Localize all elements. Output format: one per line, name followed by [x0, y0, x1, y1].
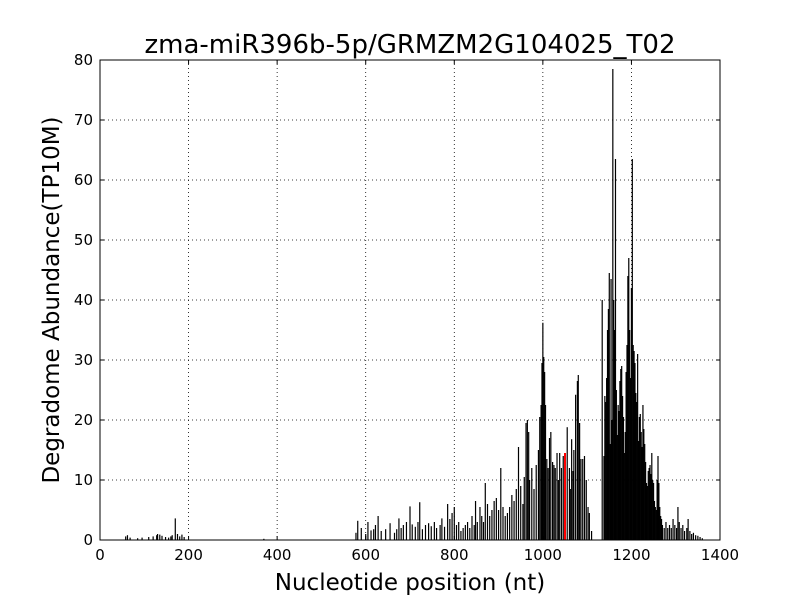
x-axis-label: Nucleotide position (nt) [275, 570, 545, 596]
x-tick-label: 200 [174, 546, 203, 564]
y-tick-label: 30 [74, 351, 93, 369]
y-tick-label: 40 [74, 291, 93, 309]
x-tick-label: 800 [440, 546, 469, 564]
data-bars [125, 69, 703, 540]
x-tick-label: 600 [351, 546, 380, 564]
y-tick-label: 70 [74, 111, 93, 129]
y-tick-label: 10 [74, 471, 93, 489]
y-axis-label: Degradome Abundance(TP10M) [39, 116, 65, 483]
tick-marks: 0 200 400 600 800 1000 1200 1400 0 10 20 30 40 50 60 70… [74, 51, 739, 564]
y-tick-label: 0 [83, 531, 93, 549]
y-tick-label: 20 [74, 411, 93, 429]
x-tick-label: 400 [263, 546, 292, 564]
chart-title: zma-miR396b-5p/GRMZM2G104025_T02 [144, 30, 675, 60]
y-tick-label: 60 [74, 171, 93, 189]
y-tick-label: 50 [74, 231, 93, 249]
x-tick-label: 1200 [612, 546, 650, 564]
x-tick-label: 1400 [701, 546, 739, 564]
x-tick-label: 0 [95, 546, 105, 564]
x-tick-label: 1000 [524, 546, 562, 564]
y-tick-label: 80 [74, 51, 93, 69]
